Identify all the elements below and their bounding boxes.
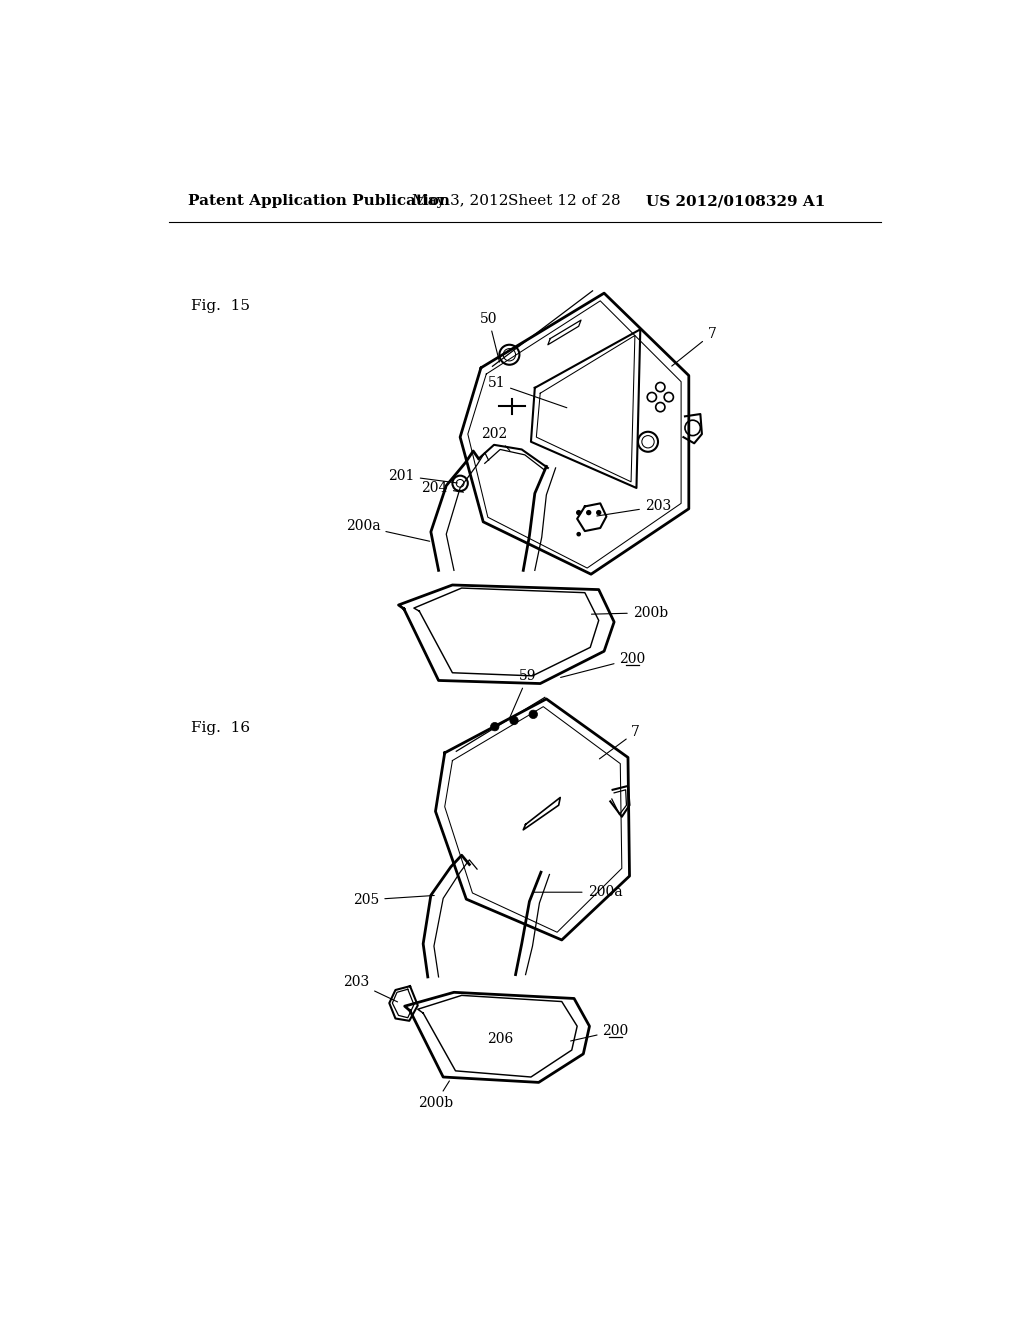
Text: 59: 59 (509, 669, 537, 719)
Circle shape (529, 710, 538, 718)
Text: 200: 200 (560, 652, 646, 677)
Text: 7: 7 (599, 725, 640, 759)
Circle shape (596, 510, 601, 515)
Text: Patent Application Publication: Patent Application Publication (188, 194, 451, 209)
Circle shape (586, 510, 592, 515)
Text: 200: 200 (570, 1024, 629, 1041)
Text: 205: 205 (353, 892, 434, 907)
Circle shape (510, 717, 518, 725)
Text: 203: 203 (597, 499, 671, 516)
Text: US 2012/0108329 A1: US 2012/0108329 A1 (646, 194, 825, 209)
Text: 50: 50 (480, 312, 500, 362)
Text: 200a: 200a (346, 520, 430, 541)
Text: Fig.  15: Fig. 15 (190, 298, 250, 313)
Text: May 3, 2012: May 3, 2012 (412, 194, 508, 209)
Circle shape (577, 532, 581, 536)
Text: 200a: 200a (534, 886, 623, 899)
Text: 202: 202 (481, 428, 510, 450)
Text: 203: 203 (343, 975, 397, 1002)
Text: 201: 201 (388, 469, 458, 483)
Circle shape (577, 510, 582, 515)
Text: 200b: 200b (592, 606, 668, 619)
Text: Sheet 12 of 28: Sheet 12 of 28 (508, 194, 621, 209)
Text: 206: 206 (487, 1031, 513, 1045)
Text: 200b: 200b (418, 1081, 453, 1110)
Circle shape (490, 722, 499, 731)
Text: 204: 204 (422, 480, 464, 495)
Text: Fig.  16: Fig. 16 (190, 721, 250, 735)
Text: 51: 51 (487, 376, 567, 408)
Text: 7: 7 (672, 327, 717, 366)
